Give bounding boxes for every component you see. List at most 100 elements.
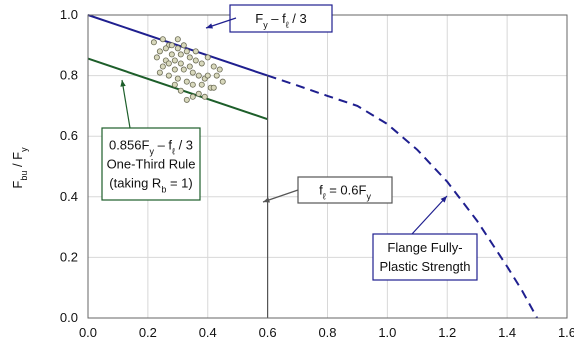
data-point [180, 42, 187, 49]
annotation-text-part: (taking R [109, 176, 161, 191]
y-axis-label-part: y [19, 147, 29, 152]
annotation-box [372, 233, 478, 281]
annotation-text-part: f [319, 183, 323, 198]
arrow-head [206, 23, 213, 29]
y-axis-label-part: bu [19, 171, 29, 181]
data-point [210, 84, 217, 91]
annotation-text-part: ℓ [286, 20, 290, 30]
data-point [177, 87, 184, 94]
annotation-text-part: = 1) [166, 176, 192, 191]
annotation-text-part: One-Third Rule [107, 157, 196, 172]
annotation-arrow [411, 195, 448, 235]
series-line-2 [87, 57, 268, 121]
data-point [204, 54, 211, 61]
annotation-text-part: b [161, 185, 166, 195]
data-point [156, 69, 163, 76]
annotation-arrow [121, 79, 131, 129]
data-point [195, 72, 202, 79]
data-point [174, 75, 181, 82]
data-point [174, 45, 181, 52]
data-point [192, 57, 199, 64]
series-line-0 [87, 14, 268, 77]
data-point [156, 48, 163, 55]
data-point [219, 78, 226, 85]
data-point [150, 39, 157, 46]
data-point [186, 63, 193, 70]
annotation-text-part: Flange Fully- [387, 240, 462, 255]
data-point [192, 48, 199, 55]
y-axis-label-part: F [10, 181, 25, 189]
annotation-text-part: ℓ [323, 192, 327, 202]
data-point [210, 63, 217, 70]
annotation-text: (taking Rb = 1) [109, 176, 192, 195]
y-tick-label: 0.4 [60, 189, 78, 204]
annotation-text: fℓ = 0.6Fy [319, 183, 371, 202]
annotation-text-part: y [263, 20, 268, 30]
data-point [153, 54, 160, 61]
data-point [198, 60, 205, 67]
annotation-text-part: – f [154, 138, 172, 153]
y-tick-label: 0.8 [60, 68, 78, 83]
annotation-plastic-box: Flange Fully- Plastic Strength [372, 195, 478, 281]
data-point [186, 54, 193, 61]
data-point [213, 72, 220, 79]
data-point [168, 51, 175, 58]
y-axis-label: Fbu / Fy [10, 147, 29, 189]
arrow-head [440, 196, 447, 203]
data-point [165, 60, 172, 67]
annotation-box [229, 4, 333, 33]
data-point [189, 69, 196, 76]
data-point [201, 93, 208, 100]
annotation-text-part: y [149, 147, 154, 157]
data-point [177, 60, 184, 67]
data-point [189, 81, 196, 88]
y-axis-label-part: / F [10, 152, 25, 171]
series-line-1 [267, 74, 538, 319]
data-point [174, 36, 181, 43]
arrow-head [120, 80, 126, 87]
arrow-head [263, 197, 270, 203]
annotation-text: One-Third Rule [107, 157, 196, 172]
annotation-text-part: F [255, 11, 263, 26]
data-point [165, 72, 172, 79]
x-tick-label: 1.4 [498, 325, 516, 340]
data-point [183, 96, 190, 103]
annotation-text-part: 0.856F [109, 138, 150, 153]
data-point [159, 63, 166, 70]
x-tick-label: 1.2 [438, 325, 456, 340]
annotation-box [101, 127, 201, 201]
x-tick-label: 0.4 [199, 325, 217, 340]
data-point [168, 42, 175, 49]
x-tick-label: 0.8 [318, 325, 336, 340]
data-point [204, 72, 211, 79]
annotation-fl-box: fℓ = 0.6Fy [262, 176, 393, 204]
data-point [216, 66, 223, 73]
annotation-text: Plastic Strength [379, 259, 470, 274]
data-point [180, 66, 187, 73]
y-tick-label: 1.0 [60, 7, 78, 22]
tick-labels: 0.0 0.2 0.4 0.6 0.8 1.0 1.2 1.4 1.6 0.0 0.2 0.4 0.6 0… [60, 7, 574, 340]
x-tick-label: 0.0 [79, 325, 97, 340]
annotation-box [297, 176, 393, 204]
annotation-text: Flange Fully- [387, 240, 462, 255]
data-point [195, 90, 202, 97]
data-point [183, 78, 190, 85]
data-point [162, 45, 169, 52]
data-point [177, 51, 184, 58]
data-point [189, 93, 196, 100]
annotation-fy-box: Fy – fℓ / 3 [205, 4, 333, 33]
annotation-text: 0.856Fy – fℓ / 3 [109, 138, 193, 157]
x-tick-label: 1.6 [558, 325, 574, 340]
annotation-text-part: y [366, 192, 371, 202]
annotation-text-part: Plastic Strength [379, 259, 470, 274]
annotation-text-part: / 3 [175, 138, 193, 153]
data-point [198, 81, 205, 88]
annotation-text-part: ℓ [172, 147, 176, 157]
annotation-text: Fy – fℓ / 3 [255, 11, 307, 30]
x-tick-label: 0.2 [139, 325, 157, 340]
y-tick-label: 0.0 [60, 310, 78, 325]
data-point [171, 57, 178, 64]
